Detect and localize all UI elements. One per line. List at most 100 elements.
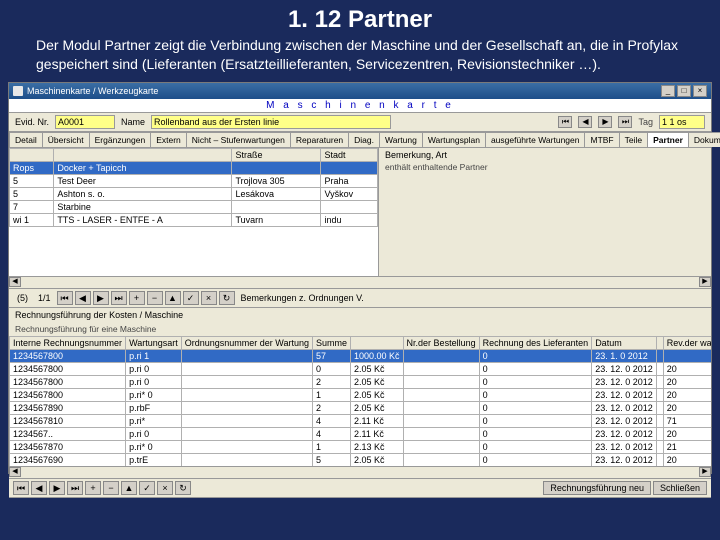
table-row[interactable]: 1234567810p.ri*42.11 Kč023. 12. 0 201271… [10, 414, 712, 427]
col-header: Stadt [321, 148, 378, 161]
tag-input[interactable] [659, 115, 705, 129]
card-header: M a s c h i n e n k a r t e [9, 99, 711, 113]
row-count: (5) [13, 293, 32, 303]
schliessen-button[interactable]: Schließen [653, 481, 707, 495]
tab-wartung[interactable]: Wartung [379, 132, 423, 147]
maximize-button[interactable]: □ [677, 85, 691, 97]
col-header [10, 148, 54, 161]
prev-button[interactable]: ◀ [75, 291, 91, 305]
table-row[interactable]: RopsDocker + Tapicch [10, 161, 378, 174]
name-label: Name [121, 117, 145, 127]
tab-detail[interactable]: Detail [9, 132, 43, 147]
tab-wartungsplan[interactable]: Wartungsplan [422, 132, 486, 147]
subheader2: Rechnungsführung für eine Maschine [9, 322, 711, 336]
close-button[interactable]: × [693, 85, 707, 97]
cancel2-button[interactable]: × [157, 481, 173, 495]
minimize-button[interactable]: _ [661, 85, 675, 97]
table-row[interactable]: 1234567800p.ri 022.05 Kč023. 12. 0 20122… [10, 375, 712, 388]
tab-diag-[interactable]: Diag. [348, 132, 380, 147]
slide-body: Der Modul Partner zeigt die Verbindung z… [0, 36, 720, 82]
col-header: Datum [592, 336, 657, 349]
table-row[interactable]: 1234567690p.trE52.05 Kč023. 12. 0 201220… [10, 453, 712, 466]
lower-toolbar: ⏮ ◀ ▶ ⏭ + − ▲ ✓ × ↻ Rechnungsführung neu… [9, 478, 711, 498]
cancel-button[interactable]: × [201, 291, 217, 305]
tab-erg-nzungen[interactable]: Ergänzungen [89, 132, 152, 147]
name-input[interactable] [151, 115, 391, 129]
add2-button[interactable]: + [85, 481, 101, 495]
table-row[interactable]: 1234567800p.ri* 012.05 Kč023. 12. 0 2012… [10, 388, 712, 401]
rechnung-new-button[interactable]: Rechnungsführung neu [543, 481, 651, 495]
id-row: Evid. Nr. Name ⏮ ◀ ▶ ⏭ Tag [9, 113, 711, 132]
confirm2-button[interactable]: ✓ [139, 481, 155, 495]
first2-button[interactable]: ⏮ [13, 481, 29, 495]
col-header: Rechnung des Lieferanten [479, 336, 592, 349]
remove2-button[interactable]: − [103, 481, 119, 495]
bemerkung-sub: enthält enthaltende Partner [385, 162, 488, 172]
tab-dokumente[interactable]: Dokumente [688, 132, 720, 147]
tab--bersicht[interactable]: Übersicht [42, 132, 90, 147]
row-pos: 1/1 [34, 293, 55, 303]
tabstrip: DetailÜbersichtErgänzungenExternNicht – … [9, 132, 711, 148]
upper-toolbar: (5) 1/1 ⏮ ◀ ▶ ⏭ + − ▲ ✓ × ↻ Bemerkungen … [9, 288, 711, 308]
first-button[interactable]: ⏮ [57, 291, 73, 305]
tab-extern[interactable]: Extern [150, 132, 187, 147]
col-header [351, 336, 404, 349]
table-row[interactable]: wi 1TTS - LASER - ENTFE - ATuvarnindu [10, 213, 378, 226]
edit2-button[interactable]: ▲ [121, 481, 137, 495]
app-window: Maschinenkarte / Werkzeugkarte _ □ × M a… [8, 82, 712, 474]
table-row[interactable]: 1234567800p.ri 1571000.00 Kč023. 1. 0 20… [10, 349, 712, 362]
table-row[interactable]: 1234567800p.ri 002.05 Kč023. 12. 0 20122… [10, 362, 712, 375]
add-button[interactable]: + [129, 291, 145, 305]
cost-grid[interactable]: Interne RechnungsnummerWartungsartOrdnun… [9, 336, 711, 466]
tab-nicht-stufenwartungen[interactable]: Nicht – Stufenwartungen [186, 132, 291, 147]
tab-reparaturen[interactable]: Reparaturen [290, 132, 349, 147]
subheader1: Rechnungsführung der Kosten / Maschine [9, 308, 711, 322]
tab-teile[interactable]: Teile [619, 132, 648, 147]
table-row[interactable]: 1234567870p.ri* 012.13 Kč023. 12. 0 2012… [10, 440, 712, 453]
nav-prev-icon[interactable]: ◀ [578, 116, 592, 128]
scroll-right2-icon[interactable]: ▶ [699, 467, 711, 477]
col-header [54, 148, 232, 161]
col-header: Interne Rechnungsnummer [10, 336, 126, 349]
partner-grid[interactable]: StraßeStadtRopsDocker + Tapicch5Test Dee… [9, 148, 379, 276]
app-icon [13, 86, 23, 96]
window-title: Maschinenkarte / Werkzeugkarte [27, 86, 158, 96]
remove-button[interactable]: − [147, 291, 163, 305]
nav-last-icon[interactable]: ⏭ [618, 116, 632, 128]
scroll-right-icon[interactable]: ▶ [699, 277, 711, 287]
tab-ausgef-hrte-wartungen[interactable]: ausgeführte Wartungen [485, 132, 586, 147]
refresh-button[interactable]: ↻ [219, 291, 235, 305]
next2-button[interactable]: ▶ [49, 481, 65, 495]
col-header: Nr.der Bestellung [403, 336, 479, 349]
bemerk-label: Bemerkungen z. Ordnungen V. [237, 293, 368, 303]
last-button[interactable]: ⏭ [111, 291, 127, 305]
tab-partner[interactable]: Partner [647, 132, 689, 147]
table-row[interactable]: 5Ashton s. o.LesákovaVyškov [10, 187, 378, 200]
eid-input[interactable] [55, 115, 115, 129]
confirm-button[interactable]: ✓ [183, 291, 199, 305]
table-row[interactable]: 1234567890p.rbF22.05 Kč023. 12. 0 201220… [10, 401, 712, 414]
edit-button[interactable]: ▲ [165, 291, 181, 305]
scroll-left2-icon[interactable]: ◀ [9, 467, 21, 477]
prev2-button[interactable]: ◀ [31, 481, 47, 495]
col-header: Ordnungsnummer der Wartung [181, 336, 312, 349]
tab-mtbf[interactable]: MTBF [584, 132, 619, 147]
nav-first-icon[interactable]: ⏮ [558, 116, 572, 128]
last2-button[interactable]: ⏭ [67, 481, 83, 495]
table-row[interactable]: 5Test DeerTrojlova 305Praha [10, 174, 378, 187]
refresh2-button[interactable]: ↻ [175, 481, 191, 495]
scroll-left-icon[interactable]: ◀ [9, 277, 21, 287]
slide-title: 1. 12 Partner [0, 0, 720, 36]
next-button[interactable]: ▶ [93, 291, 109, 305]
table-row[interactable]: 1234567..p.ri 042.11 Kč023. 12. 0 201220… [10, 427, 712, 440]
col-header [656, 336, 663, 349]
col-header: Straße [232, 148, 321, 161]
bemerkung-label: Bemerkung, Art [385, 150, 447, 160]
col-header: Summe [312, 336, 350, 349]
nav-next-icon[interactable]: ▶ [598, 116, 612, 128]
col-header: Rev.der wartung [663, 336, 711, 349]
table-row[interactable]: 7Starbine [10, 200, 378, 213]
titlebar: Maschinenkarte / Werkzeugkarte _ □ × [9, 83, 711, 99]
eid-label: Evid. Nr. [15, 117, 49, 127]
tag-label: Tag [638, 117, 653, 127]
